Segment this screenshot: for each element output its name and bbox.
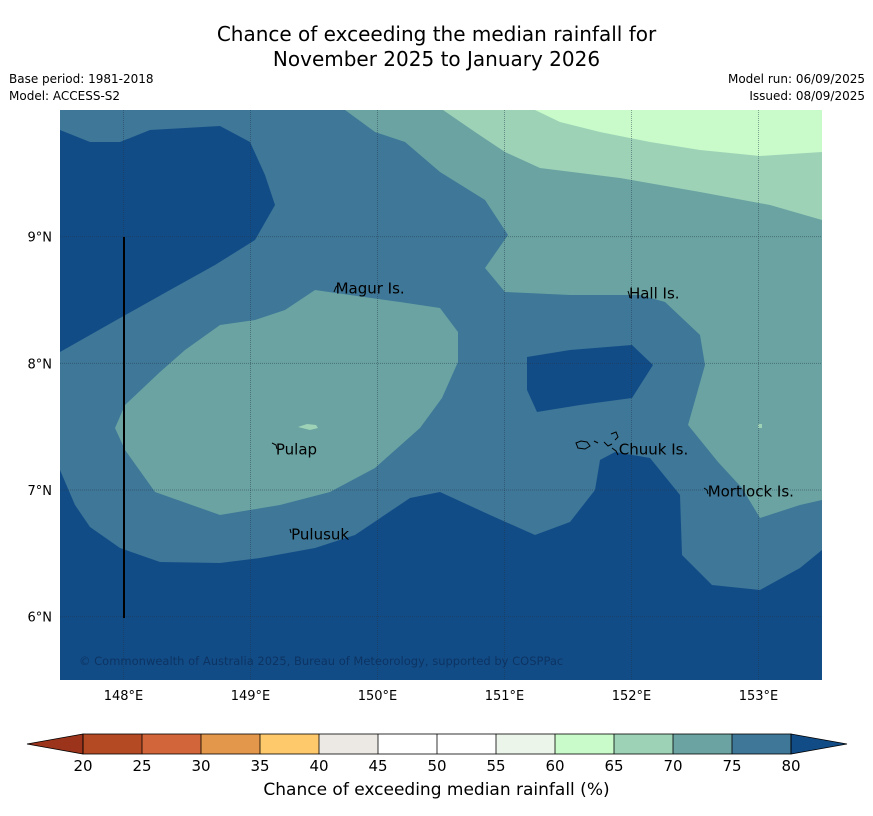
colorbar-swatch — [142, 734, 201, 754]
place-label: Magur Is. — [336, 280, 405, 298]
zone-65-speck — [298, 424, 318, 430]
colorbar-swatch — [201, 734, 260, 754]
model-text: Model: ACCESS-S2 — [9, 89, 121, 103]
colorbar-tick-label: 80 — [781, 757, 800, 775]
place-label: Mortlock Is. — [708, 482, 794, 500]
colorbar-tick-label: 75 — [722, 757, 741, 775]
lon-tick-label: 150°E — [358, 689, 398, 704]
place-labels: Magur Is. Hall Is. Pulap Chuuk Is. Mortlock … — [276, 280, 794, 544]
place-label: Chuuk Is. — [619, 441, 688, 459]
lat-tick-label: 7°N — [28, 484, 53, 499]
lat-tick-label: 8°N — [28, 357, 53, 372]
model-run-text: Model run: 06/09/2025 — [727, 72, 865, 86]
colorbar-tick-label: 20 — [73, 757, 92, 775]
colorbar-swatch — [319, 734, 378, 754]
pulusuk-island-shape — [289, 528, 292, 534]
title-line-1: Chance of exceeding the median rainfall … — [216, 22, 657, 46]
colorbar-swatch — [555, 734, 614, 754]
lat-tick-label: 6°N — [28, 611, 53, 626]
chuuk-lagoon-shape — [575, 431, 619, 456]
island-outlines — [271, 284, 709, 534]
colorbar-tick-label: 40 — [309, 757, 328, 775]
zone-60-percent — [535, 110, 822, 156]
chart-title: Chance of exceeding the median rainfall … — [0, 22, 873, 72]
issued-text: Issued: 08/09/2025 — [749, 89, 865, 103]
lon-tick-label: 153°E — [739, 689, 779, 704]
colorbar-swatch — [614, 734, 673, 754]
colorbar-swatch — [260, 734, 319, 754]
colorbar-tick-label: 60 — [545, 757, 564, 775]
colorbar-tick-label: 35 — [250, 757, 269, 775]
meta-left: Base period: 1981-2018 Model: ACCESS-S2 — [9, 71, 154, 105]
lon-tick-label: 152°E — [612, 689, 652, 704]
map-panel: Magur Is. Hall Is. Pulap Chuuk Is. Mortlock … — [28, 110, 822, 704]
mortlock-island-shape — [703, 487, 709, 495]
colorbar-tick-label: 70 — [663, 757, 682, 775]
colorbar-tick-label: 25 — [132, 757, 151, 775]
colorbar-under-arrow — [26, 733, 84, 755]
longitude-tick-labels: 148°E 149°E 150°E 151°E 152°E 153°E — [104, 689, 779, 704]
colorbar-swatch — [732, 734, 791, 754]
base-period-text: Base period: 1981-2018 — [9, 72, 154, 86]
colorbar-label: Chance of exceeding median rainfall (%) — [263, 780, 610, 800]
zone-65-speck-east — [758, 424, 762, 428]
colorbar: 20 25 30 35 40 45 50 55 60 65 70 75 80 — [26, 733, 848, 775]
colorbar-tick-label: 65 — [604, 757, 623, 775]
zone-80-pocket — [527, 345, 653, 412]
zone-70-percent-west — [115, 290, 458, 515]
lat-tick-label: 9°N — [28, 231, 53, 246]
gridlines — [60, 110, 822, 680]
colorbar-over-arrow — [790, 733, 848, 755]
colorbar-swatch — [496, 734, 555, 754]
meta-right: Model run: 06/09/2025 Issued: 08/09/2025 — [728, 71, 865, 105]
colorbar-swatch — [378, 734, 437, 754]
colorbar-tick-label: 55 — [486, 757, 505, 775]
colorbar-tick-label: 30 — [191, 757, 210, 775]
place-label: Hall Is. — [629, 285, 680, 303]
hall-island-shape — [627, 290, 631, 299]
colorbar-swatch — [83, 734, 142, 754]
colorbar-swatch — [673, 734, 732, 754]
place-label: Pulap — [276, 441, 317, 459]
copyright-text: © Commonwealth of Australia 2025, Bureau… — [79, 654, 563, 668]
colorbar-swatch — [437, 734, 496, 754]
latitude-tick-labels: 9°N 8°N 7°N 6°N — [28, 231, 53, 626]
zone-70-percent-east — [345, 110, 822, 518]
lon-tick-label: 148°E — [104, 689, 144, 704]
magur-island-shape — [333, 284, 339, 293]
colorbar-tick-label: 45 — [368, 757, 387, 775]
colorbar-tick-label: 50 — [427, 757, 446, 775]
lon-tick-label: 149°E — [231, 689, 271, 704]
lon-tick-label: 151°E — [485, 689, 525, 704]
title-line-2: November 2025 to January 2026 — [272, 47, 601, 71]
pulap-island-shape — [271, 442, 278, 450]
place-label: Pulusuk — [291, 525, 349, 543]
